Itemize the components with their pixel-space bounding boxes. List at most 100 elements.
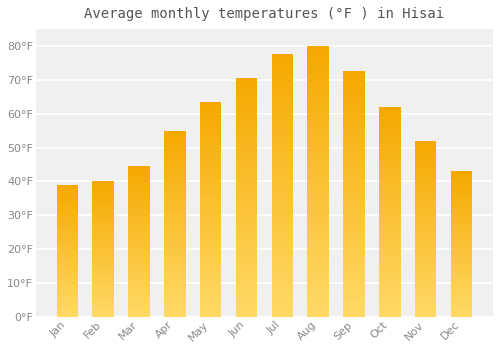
Bar: [92, 291, 114, 293]
Bar: [415, 236, 436, 238]
Bar: [128, 181, 150, 183]
Bar: [56, 300, 78, 301]
Bar: [92, 268, 114, 270]
Bar: [56, 310, 78, 312]
Bar: [415, 273, 436, 275]
Bar: [236, 176, 257, 178]
Bar: [200, 104, 222, 106]
Bar: [415, 292, 436, 294]
Bar: [56, 215, 78, 217]
Bar: [343, 162, 364, 164]
Bar: [308, 282, 329, 284]
Bar: [164, 172, 186, 174]
Bar: [308, 78, 329, 81]
Bar: [128, 264, 150, 266]
Bar: [236, 286, 257, 288]
Bar: [308, 84, 329, 86]
Bar: [343, 89, 364, 91]
Bar: [308, 257, 329, 260]
Bar: [164, 187, 186, 188]
Bar: [272, 159, 293, 162]
Bar: [164, 157, 186, 159]
Bar: [56, 285, 78, 287]
Bar: [379, 298, 400, 300]
Bar: [236, 290, 257, 293]
Bar: [415, 148, 436, 149]
Bar: [92, 287, 114, 288]
Bar: [308, 133, 329, 135]
Bar: [164, 267, 186, 268]
Bar: [379, 191, 400, 193]
Bar: [308, 195, 329, 198]
Bar: [308, 249, 329, 252]
Bar: [272, 136, 293, 138]
Bar: [379, 168, 400, 170]
Bar: [200, 289, 222, 291]
Bar: [451, 279, 472, 280]
Bar: [379, 306, 400, 308]
Bar: [236, 131, 257, 133]
Bar: [92, 283, 114, 284]
Bar: [164, 196, 186, 198]
Bar: [200, 132, 222, 134]
Bar: [56, 205, 78, 206]
Bar: [415, 241, 436, 243]
Bar: [200, 162, 222, 164]
Bar: [200, 143, 222, 145]
Bar: [164, 293, 186, 294]
Bar: [92, 229, 114, 230]
Bar: [379, 118, 400, 120]
Bar: [128, 302, 150, 303]
Bar: [56, 247, 78, 248]
Bar: [272, 264, 293, 267]
Bar: [379, 205, 400, 208]
Bar: [56, 253, 78, 255]
Bar: [343, 287, 364, 290]
Bar: [164, 281, 186, 284]
Bar: [164, 268, 186, 270]
Bar: [56, 280, 78, 281]
Bar: [451, 183, 472, 184]
Bar: [451, 244, 472, 245]
Bar: [164, 276, 186, 278]
Bar: [92, 303, 114, 304]
Bar: [415, 213, 436, 215]
Bar: [92, 279, 114, 280]
Bar: [272, 86, 293, 89]
Bar: [379, 302, 400, 304]
Bar: [56, 226, 78, 227]
Bar: [200, 272, 222, 274]
Bar: [379, 184, 400, 187]
Bar: [272, 118, 293, 120]
Bar: [451, 184, 472, 186]
Bar: [200, 231, 222, 233]
Bar: [272, 94, 293, 97]
Bar: [308, 92, 329, 95]
Bar: [128, 314, 150, 315]
Bar: [451, 187, 472, 189]
Bar: [308, 301, 329, 303]
Bar: [56, 304, 78, 305]
Bar: [92, 244, 114, 245]
Bar: [200, 237, 222, 239]
Bar: [343, 91, 364, 93]
Bar: [415, 192, 436, 194]
Bar: [343, 113, 364, 116]
Bar: [92, 190, 114, 191]
Bar: [451, 266, 472, 267]
Bar: [343, 177, 364, 180]
Bar: [343, 263, 364, 265]
Bar: [200, 274, 222, 276]
Bar: [236, 200, 257, 202]
Bar: [164, 244, 186, 246]
Bar: [272, 206, 293, 209]
Bar: [415, 284, 436, 285]
Bar: [92, 187, 114, 188]
Bar: [236, 100, 257, 102]
Bar: [415, 169, 436, 171]
Bar: [379, 170, 400, 172]
Bar: [92, 310, 114, 312]
Bar: [56, 312, 78, 313]
Bar: [164, 175, 186, 177]
Bar: [379, 212, 400, 214]
